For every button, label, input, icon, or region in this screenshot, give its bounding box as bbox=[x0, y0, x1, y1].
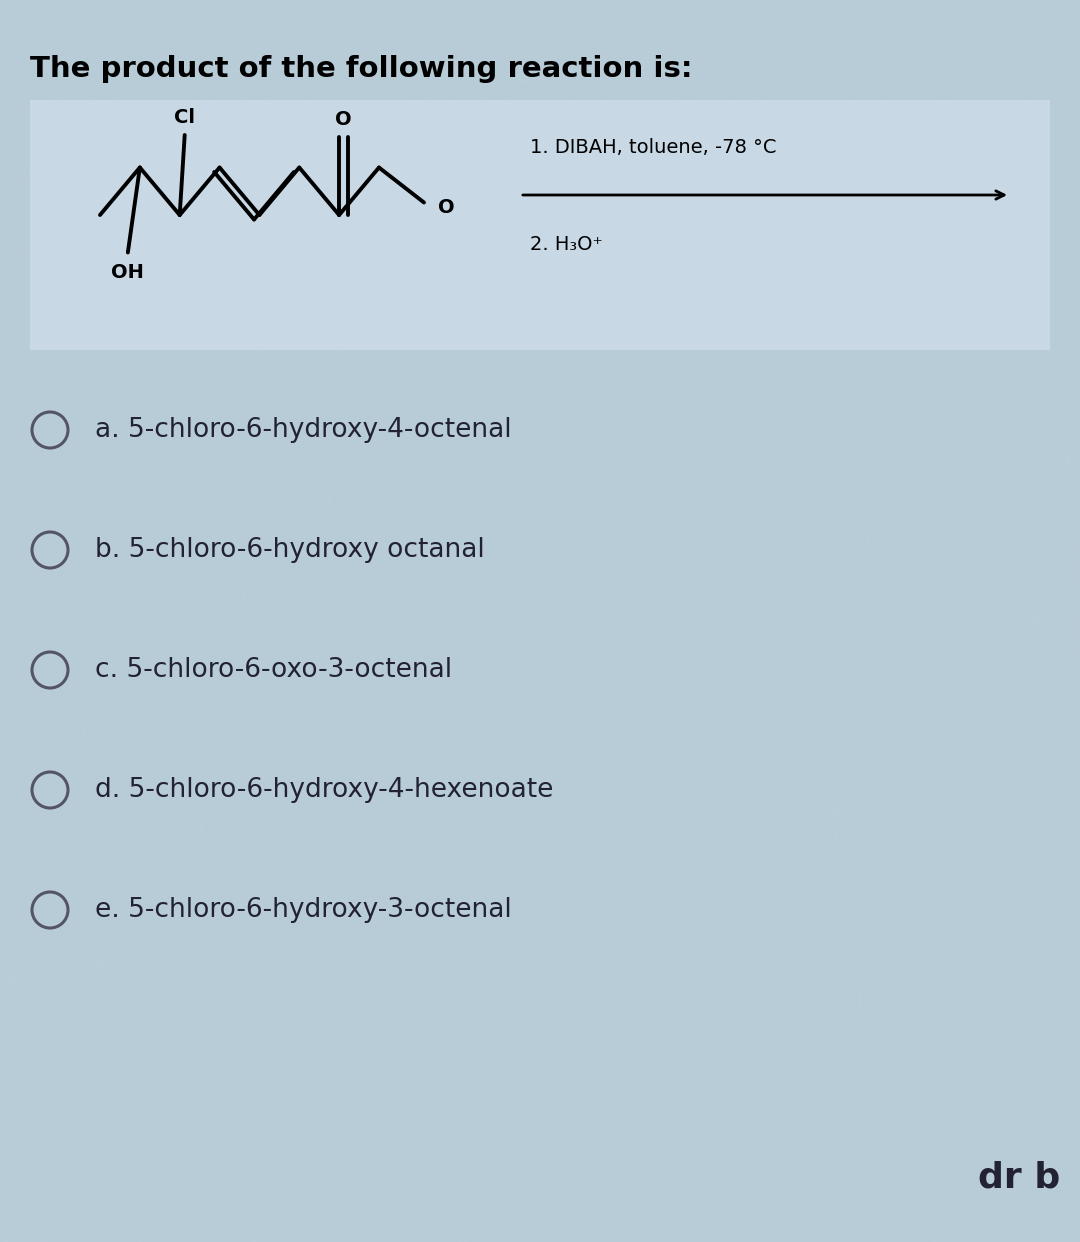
Text: dr b: dr b bbox=[977, 1161, 1059, 1195]
Text: e. 5-chloro-6-hydroxy-3-octenal: e. 5-chloro-6-hydroxy-3-octenal bbox=[95, 897, 512, 923]
Text: OH: OH bbox=[111, 262, 145, 282]
Text: a. 5-chloro-6-hydroxy-4-octenal: a. 5-chloro-6-hydroxy-4-octenal bbox=[95, 417, 512, 443]
Text: Cl: Cl bbox=[174, 108, 195, 127]
Text: The product of the following reaction is:: The product of the following reaction is… bbox=[30, 55, 692, 83]
Text: b. 5-chloro-6-hydroxy octanal: b. 5-chloro-6-hydroxy octanal bbox=[95, 537, 485, 563]
Text: O: O bbox=[438, 197, 455, 217]
Text: O: O bbox=[335, 111, 351, 129]
Text: d. 5-chloro-6-hydroxy-4-hexenoate: d. 5-chloro-6-hydroxy-4-hexenoate bbox=[95, 777, 553, 804]
Text: c. 5-chloro-6-oxo-3-octenal: c. 5-chloro-6-oxo-3-octenal bbox=[95, 657, 453, 683]
Text: 1. DIBAH, toluene, -78 °C: 1. DIBAH, toluene, -78 °C bbox=[530, 138, 777, 156]
Text: 2. H₃O⁺: 2. H₃O⁺ bbox=[530, 235, 603, 255]
FancyBboxPatch shape bbox=[30, 101, 1050, 350]
